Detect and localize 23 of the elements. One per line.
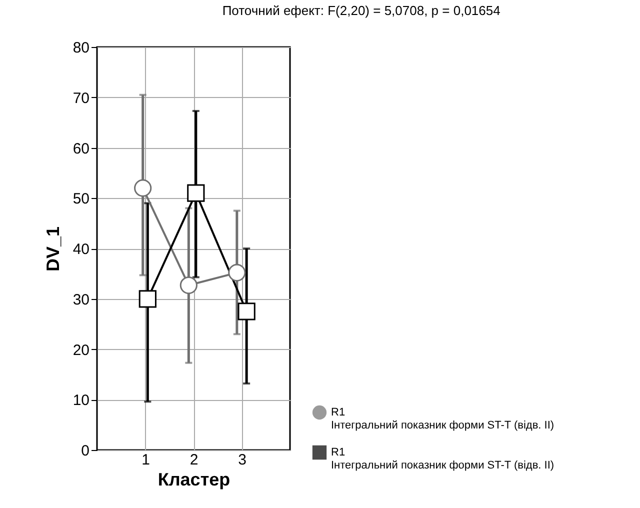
- text: Поточний ефект: F(2,20) = 5,0708, p = 0,01654: [222, 3, 500, 18]
- x-tick-label: 3: [238, 452, 246, 468]
- y-tick-label: 40: [72, 241, 90, 258]
- x-axis-title: Кластер: [158, 470, 230, 490]
- y-axis-title: DV_1: [42, 226, 63, 272]
- y-tick-label: 50: [72, 190, 90, 208]
- y-tick-label: 80: [72, 40, 90, 56]
- y-tick-label: 20: [72, 342, 90, 359]
- legend-label: R1 Інтегральний показник форми ST-T (відв. II): [331, 446, 554, 472]
- point: [134, 179, 152, 197]
- y-tick-label: 30: [72, 291, 90, 308]
- point: [238, 302, 256, 320]
- point: [228, 264, 246, 282]
- y-tick-label: 60: [72, 140, 90, 158]
- y-tick-label: 70: [72, 90, 90, 107]
- point: [138, 290, 156, 308]
- y-tick-label: 0: [81, 442, 90, 460]
- point: [187, 184, 205, 202]
- y-tick-label: 10: [72, 392, 90, 410]
- x-tick-label: 2: [190, 452, 198, 468]
- legend-label: R1 Інтегральний показник форми ST-T (відв. II): [331, 406, 554, 432]
- point: [180, 276, 198, 294]
- x-tick-label: 1: [142, 452, 150, 468]
